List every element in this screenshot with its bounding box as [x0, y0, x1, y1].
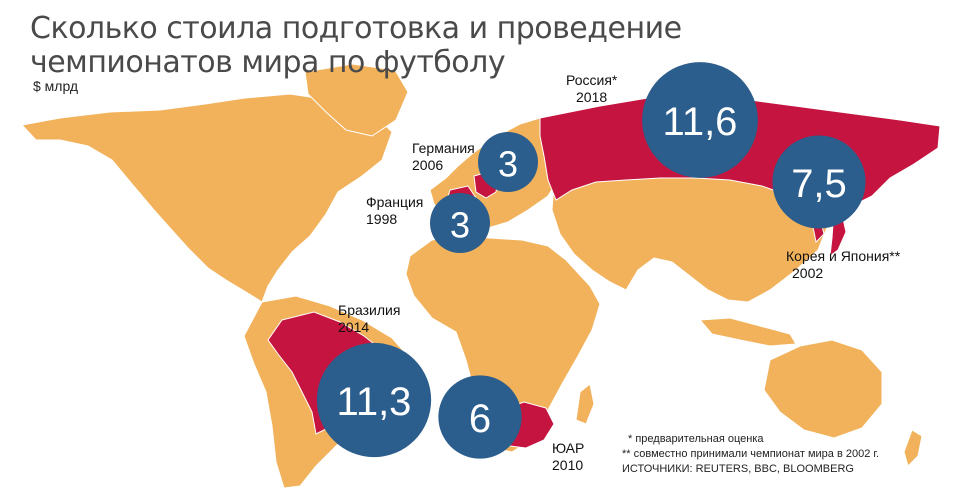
cost-bubbles: 11,6 11,3 7,5 6 33	[316, 62, 866, 459]
label-korea-japan-name: Корея и Япония**	[786, 248, 901, 264]
africa-landmass	[405, 235, 601, 453]
label-south-africa-name: ЮАР	[552, 440, 585, 456]
label-south-africa: ЮАР 2010	[552, 440, 584, 474]
label-russia: Россия* 2018	[566, 72, 617, 106]
australia-landmass	[763, 339, 883, 439]
madagascar-landmass	[575, 383, 595, 425]
label-korea-japan: Корея и Япония** 2002	[786, 248, 900, 282]
label-russia-name: Россия*	[566, 72, 618, 88]
new-zealand-landmass	[903, 429, 923, 467]
label-germany: Германия 2006	[412, 140, 475, 174]
cost-value: 3	[450, 205, 470, 246]
cost-value: 7,5	[791, 162, 847, 206]
cost-value: 11,6	[663, 100, 738, 144]
cost-value: 11,3	[337, 380, 412, 424]
label-france-year: 1998	[366, 211, 398, 227]
north-america-landmass	[21, 93, 393, 303]
indonesia-landmass	[698, 317, 797, 347]
label-brazil-name: Бразилия	[338, 302, 401, 318]
sources-line: ИСТОЧНИКИ: REUTERS, BBC, BLOOMBERG	[622, 463, 854, 475]
cost-bubble	[438, 375, 522, 459]
label-korea-japan-year: 2002	[792, 265, 824, 281]
cost-bubble	[772, 135, 866, 229]
title-line-1: Сколько стоила подготовка и проведение	[30, 11, 682, 46]
label-brazil-year: 2014	[338, 319, 370, 335]
cost-bubble	[642, 62, 758, 178]
label-france-name: Франция	[366, 194, 424, 210]
label-france: Франция 1998	[366, 194, 423, 228]
cost-value: 6	[469, 397, 491, 441]
cost-bubble	[430, 193, 490, 253]
label-brazil: Бразилия 2014	[338, 302, 400, 336]
footnote-cohost: ** совместно принимали чемпионат мира в …	[622, 448, 880, 460]
footnotes: * предварительная оценка ** совместно пр…	[622, 432, 879, 477]
label-south-africa-year: 2010	[552, 457, 584, 473]
cost-value: 3	[498, 144, 518, 185]
label-germany-year: 2006	[412, 157, 444, 173]
cost-bubble	[316, 342, 432, 458]
footnote-estimate: * предварительная оценка	[628, 433, 764, 445]
greenland-landmass	[304, 63, 409, 137]
page-title: Сколько стоила подготовка и проведение ч…	[30, 12, 682, 80]
cost-bubble	[478, 132, 538, 192]
unit-label: $ млрд	[33, 78, 79, 94]
title-line-2: чемпионатов мира по футболу	[30, 45, 506, 80]
label-germany-name: Германия	[412, 140, 475, 156]
label-russia-year: 2018	[576, 89, 608, 105]
